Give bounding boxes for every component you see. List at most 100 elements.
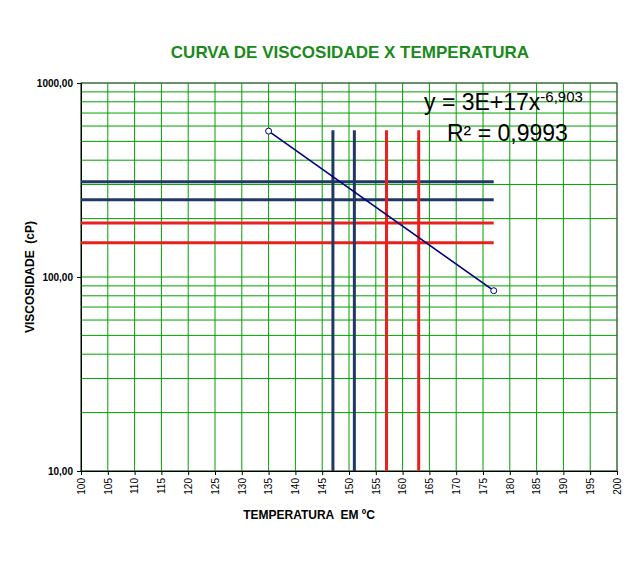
x-tick-mark [269, 471, 270, 475]
x-tick-label: 150 [344, 478, 355, 495]
x-axis-title: TEMPERATURA EM ºC [243, 508, 375, 522]
series-line [81, 241, 494, 244]
x-tick-label: 170 [451, 478, 462, 495]
x-tick-label: 125 [210, 478, 221, 495]
y-tick: 10,00 [48, 466, 81, 477]
grid-line [161, 83, 162, 471]
grid-line [322, 83, 323, 471]
annotation-text: R² = 0,9993 [447, 120, 568, 146]
x-tick-label: 185 [531, 478, 542, 495]
y-tick-mark [77, 277, 81, 278]
x-tick-label: 120 [183, 478, 194, 495]
x-tick-label: 100 [76, 478, 87, 495]
title: CURVA DE VISCOSIDADE X TEMPERATURA [171, 43, 529, 62]
x-tick-label: 145 [317, 478, 328, 495]
x-tick-label: 115 [156, 478, 167, 494]
x-tick-mark [108, 471, 109, 475]
x-tick-mark [456, 471, 457, 475]
annotation: y = 3E+17x-6,903 [424, 88, 583, 115]
x-tick-mark [510, 471, 511, 475]
series-group [81, 128, 497, 471]
x-tick-mark [537, 471, 538, 475]
series-line [417, 130, 420, 471]
x-tick: 150 [344, 471, 355, 495]
x-tick: 185 [531, 471, 542, 495]
y-tick-label: 100,00 [42, 272, 73, 283]
x-tick-mark [590, 471, 591, 475]
grid-line [241, 83, 242, 471]
grid-line [349, 83, 350, 471]
x-tick-label: 195 [585, 478, 596, 495]
annotation-superscript: -6,903 [540, 88, 583, 105]
x-tick-mark [617, 471, 618, 475]
grid-line [268, 83, 269, 471]
x-tick-label: 105 [103, 478, 114, 495]
y-tick-mark [77, 83, 81, 84]
y-axis-title: VISCOSIDADE (cP) [23, 221, 37, 333]
y-tick-mark [77, 471, 81, 472]
x-tick: 105 [103, 471, 114, 495]
x-tick-mark [242, 471, 243, 475]
x-tick-label: 190 [558, 478, 569, 495]
x-axis-line [82, 472, 618, 476]
x-tick-mark [429, 471, 430, 475]
annotation: R² = 0,9993 [447, 120, 568, 146]
x-tick-mark [188, 471, 189, 475]
grid-line [375, 83, 376, 471]
plot-area: 10,00100,001000,001001051101151201251301… [37, 78, 623, 495]
x-tick-label: 140 [290, 478, 301, 495]
grid-line [590, 83, 591, 471]
grid-line [215, 83, 216, 471]
x-tick-label: 110 [129, 478, 140, 494]
x-tick: 195 [585, 471, 596, 495]
x-tick: 165 [424, 471, 435, 495]
grid-line [134, 83, 135, 471]
y-axis-line [77, 84, 82, 472]
y-tick: 100,00 [42, 272, 81, 283]
x-tick: 200 [612, 471, 623, 495]
chart: CURVA DE VISCOSIDADE X TEMPERATURA10,001… [0, 0, 643, 570]
x-tick-mark [295, 471, 296, 475]
plot-frame [81, 83, 617, 471]
x-tick: 190 [558, 471, 569, 495]
x-tick: 130 [237, 471, 248, 495]
series-line [81, 221, 494, 224]
x-tick-label: 165 [424, 478, 435, 495]
x-tick-label: 200 [612, 478, 623, 495]
grid-line [429, 83, 430, 471]
x-tick: 115 [156, 471, 167, 494]
x-tick-label: 180 [505, 478, 516, 495]
grid [81, 83, 617, 471]
x-tick-label: 175 [478, 478, 489, 495]
x-tick-label: 155 [371, 478, 382, 495]
grid-line [107, 83, 108, 471]
grid-line [188, 83, 189, 471]
x-tick: 110 [129, 471, 140, 494]
x-tick-mark [403, 471, 404, 475]
series-line [81, 180, 494, 183]
x-tick-label: 135 [263, 478, 274, 495]
annotation-text: y = 3E+17x [424, 89, 541, 115]
y-axis: 10,00 100,00 1000,00 [37, 78, 82, 477]
series-line [269, 131, 494, 291]
x-tick: 170 [451, 471, 462, 495]
x-tick: 155 [371, 471, 382, 495]
x-tick-mark [81, 471, 82, 475]
x-tick-mark [135, 471, 136, 475]
x-tick: 145 [317, 471, 328, 495]
series-line [385, 130, 388, 471]
x-tick: 125 [210, 471, 221, 495]
x-tick: 160 [397, 471, 408, 495]
series-line [331, 130, 334, 471]
y-tick-label: 1000,00 [37, 78, 74, 89]
x-tick: 100 [76, 471, 87, 495]
x-tick-mark [349, 471, 350, 475]
x-tick-mark [215, 471, 216, 475]
x-tick-label: 130 [237, 478, 248, 495]
series-line [353, 130, 356, 471]
series-line [81, 198, 494, 201]
x-tick: 175 [478, 471, 489, 495]
x-axis: 100 105 110 115 120 125 130 135 140 145 150 155 160 1… [76, 471, 623, 495]
x-tick-mark [563, 471, 564, 475]
y-tick-label: 10,00 [48, 466, 73, 477]
